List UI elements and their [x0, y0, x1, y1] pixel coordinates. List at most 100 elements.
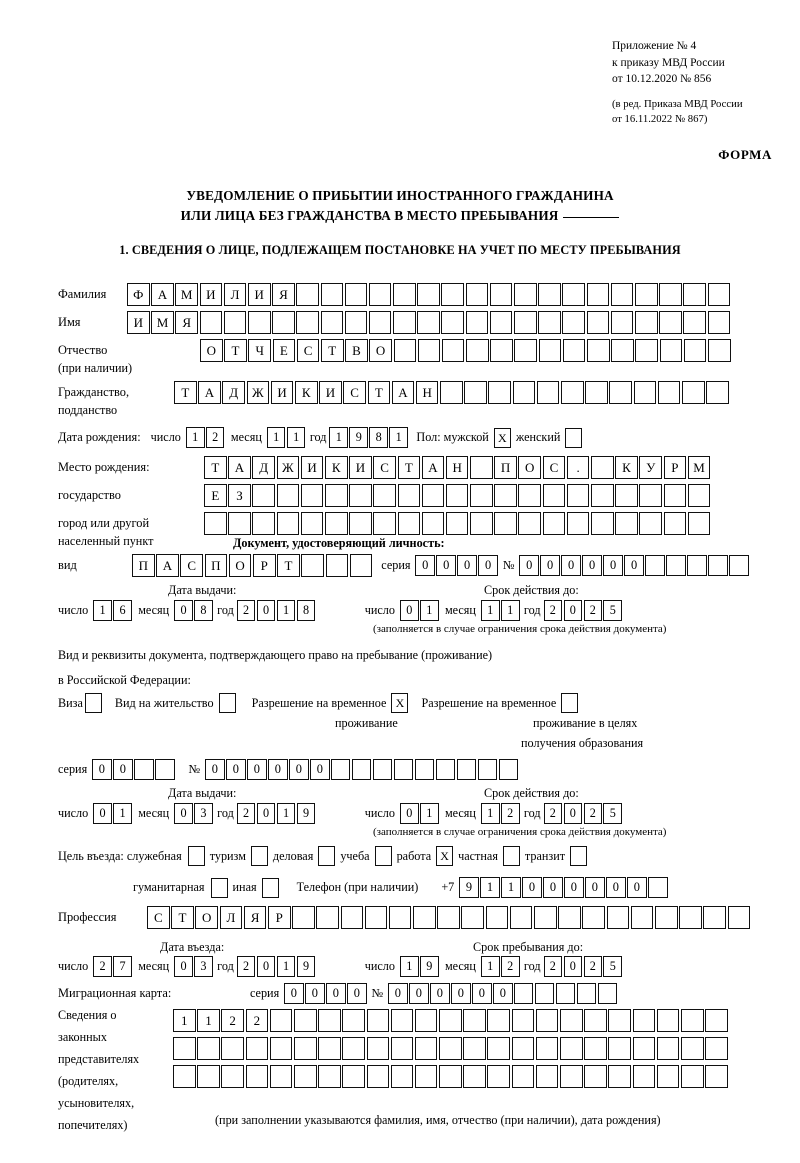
char-cell[interactable] — [514, 983, 534, 1005]
char-cell[interactable]: 8 — [194, 600, 213, 621]
char-cell[interactable]: . — [566, 456, 590, 479]
char-cell[interactable]: Т — [320, 339, 344, 362]
char-cell[interactable] — [566, 484, 590, 507]
char-cell[interactable]: Р — [267, 906, 291, 929]
char-cell[interactable] — [463, 1009, 486, 1032]
char-cell[interactable] — [320, 311, 344, 334]
char-cell[interactable]: 0 — [347, 983, 367, 1005]
char-cell[interactable]: В — [345, 339, 368, 362]
char-cell[interactable] — [542, 484, 566, 507]
char-cell[interactable]: Я — [272, 283, 295, 306]
char-cell[interactable]: 1 — [389, 427, 408, 448]
char-cell[interactable] — [562, 283, 585, 306]
char-cell[interactable]: 2 — [583, 956, 603, 977]
char-cell[interactable] — [316, 906, 339, 929]
visa-checkbox[interactable] — [84, 693, 102, 713]
char-cell[interactable] — [293, 1065, 317, 1088]
char-cell[interactable]: 0 — [478, 554, 498, 576]
char-cell[interactable] — [342, 1009, 365, 1032]
char-cell[interactable] — [300, 512, 324, 535]
char-cell[interactable]: 1 — [113, 803, 132, 824]
char-cell[interactable] — [292, 906, 315, 929]
char-cell[interactable]: 2 — [583, 803, 603, 824]
char-cell[interactable] — [511, 1065, 535, 1088]
char-cell[interactable] — [342, 1037, 365, 1060]
char-cell[interactable] — [342, 1065, 365, 1088]
purpose-business-checkbox[interactable] — [318, 846, 336, 866]
char-cell[interactable] — [656, 1037, 680, 1060]
char-cell[interactable] — [608, 1065, 631, 1088]
char-cell[interactable]: И — [270, 381, 294, 404]
char-cell[interactable] — [470, 456, 493, 479]
char-cell[interactable] — [656, 1065, 680, 1088]
char-cell[interactable]: 0 — [289, 759, 309, 781]
char-cell[interactable] — [441, 311, 465, 334]
char-cell[interactable] — [417, 283, 440, 306]
char-cell[interactable]: 7 — [113, 956, 132, 977]
char-cell[interactable] — [586, 311, 610, 334]
char-cell[interactable] — [325, 554, 349, 577]
char-cell[interactable] — [635, 339, 658, 362]
char-cell[interactable]: О — [195, 906, 218, 929]
char-cell[interactable] — [708, 554, 728, 576]
legal-rep-input-3[interactable] — [173, 1065, 728, 1088]
char-cell[interactable] — [681, 381, 705, 404]
char-cell[interactable] — [514, 283, 537, 306]
char-cell[interactable]: Т — [397, 456, 421, 479]
char-cell[interactable]: Л — [223, 283, 247, 306]
char-cell[interactable] — [494, 484, 517, 507]
char-cell[interactable] — [488, 381, 512, 404]
char-cell[interactable]: Ж — [276, 456, 300, 479]
char-cell[interactable]: З — [228, 484, 251, 507]
char-cell[interactable]: 1 — [286, 427, 306, 448]
char-cell[interactable]: С — [296, 339, 320, 362]
char-cell[interactable] — [518, 512, 542, 535]
char-cell[interactable]: 0 — [93, 803, 112, 824]
purpose-humanitarian-checkbox[interactable] — [210, 877, 228, 898]
char-cell[interactable] — [477, 759, 498, 781]
char-cell[interactable]: А — [421, 456, 445, 479]
char-cell[interactable] — [457, 759, 477, 781]
char-cell[interactable]: 1 — [480, 600, 500, 621]
char-cell[interactable]: Д — [252, 456, 275, 479]
char-cell[interactable] — [538, 283, 561, 306]
char-cell[interactable]: 0 — [451, 983, 471, 1005]
char-cell[interactable] — [397, 484, 421, 507]
char-cell[interactable] — [727, 906, 751, 929]
char-cell[interactable]: 2 — [500, 956, 520, 977]
char-cell[interactable]: 0 — [415, 554, 435, 576]
char-cell[interactable] — [223, 311, 247, 334]
char-cell[interactable] — [373, 512, 396, 535]
char-cell[interactable] — [657, 381, 681, 404]
char-cell[interactable] — [514, 311, 537, 334]
char-cell[interactable]: 0 — [457, 554, 477, 576]
char-cell[interactable] — [680, 1065, 704, 1088]
char-cell[interactable]: Ф — [127, 283, 150, 306]
char-cell[interactable]: А — [198, 381, 221, 404]
char-cell[interactable] — [729, 554, 749, 576]
char-cell[interactable]: 0 — [326, 983, 346, 1005]
char-cell[interactable] — [352, 759, 372, 781]
char-cell[interactable] — [494, 512, 517, 535]
char-cell[interactable]: 9 — [296, 803, 316, 824]
char-cell[interactable] — [639, 484, 662, 507]
char-cell[interactable]: С — [343, 381, 366, 404]
char-cell[interactable] — [489, 283, 513, 306]
char-cell[interactable]: 0 — [174, 600, 193, 621]
char-cell[interactable] — [487, 1065, 511, 1088]
char-cell[interactable]: П — [204, 554, 228, 577]
char-cell[interactable]: 0 — [310, 759, 330, 781]
char-cell[interactable] — [606, 906, 630, 929]
char-cell[interactable] — [632, 1037, 656, 1060]
char-cell[interactable] — [534, 906, 557, 929]
